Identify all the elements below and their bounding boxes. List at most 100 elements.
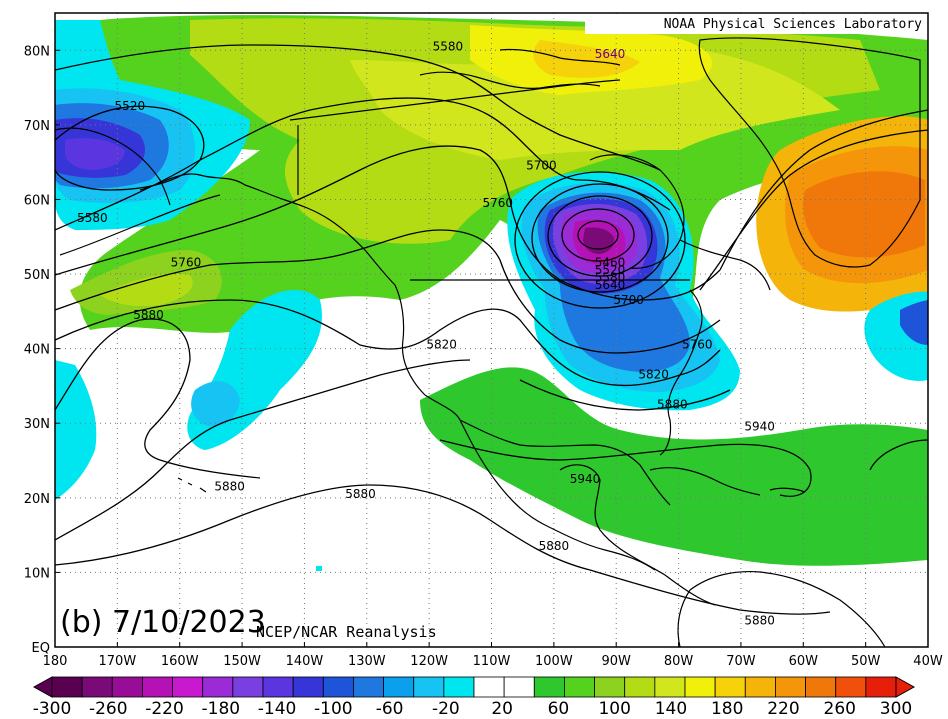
longitude-label: 80W	[664, 654, 694, 669]
contour-line	[55, 229, 721, 354]
colorbar-swatch	[805, 676, 837, 698]
colorbar-swatch	[624, 676, 656, 698]
colorbar-swatch	[383, 676, 415, 698]
colorbar-swatch	[81, 676, 113, 698]
colorbar-labels: -300 -260 -220 -180 -140 -100 -60 -20 20 60 100 140…	[33, 699, 913, 719]
longitude-label: 40W	[913, 654, 943, 669]
contour-label: 5640	[595, 47, 626, 61]
contour-label: 5760	[482, 196, 513, 210]
contour-line	[55, 145, 721, 301]
contour-label: 5700	[526, 159, 557, 173]
contour-line	[519, 379, 731, 411]
siberia-coast	[55, 127, 171, 206]
negative-anomaly-region	[65, 138, 125, 170]
cuba	[649, 467, 761, 496]
contour-label: 5880	[133, 308, 164, 322]
hispaniola	[769, 487, 806, 493]
colorbar-label: 260	[824, 699, 856, 719]
contour-line	[547, 195, 653, 277]
colorbar-label: -180	[202, 699, 241, 719]
colorbar-swatch	[744, 676, 776, 698]
longitude-label: 170W	[99, 654, 137, 669]
longitude-label: 60W	[789, 654, 819, 669]
colorbar-swatch	[684, 676, 716, 698]
contour-label: 5520	[115, 99, 146, 113]
latitude-label: 40N	[24, 343, 50, 358]
contour-line	[55, 44, 661, 171]
latitude-label: EQ	[32, 641, 50, 656]
negative-anomaly-region	[55, 360, 97, 500]
colorbar-swatch	[202, 676, 234, 698]
colorbar-swatch	[533, 676, 565, 698]
positive-anomaly-region	[420, 367, 928, 566]
colorbar-swatch	[473, 676, 505, 698]
colorbar-swatch	[322, 676, 354, 698]
contour-label: 5700	[613, 293, 644, 307]
negative-anomaly-region	[900, 300, 928, 345]
contour-line	[869, 439, 928, 471]
colorbar-swatch	[142, 676, 173, 698]
contour-line	[55, 318, 261, 479]
contour-label: 5760	[682, 338, 713, 352]
longitude-label: 140W	[286, 654, 324, 669]
colorbar-swatch	[654, 676, 686, 698]
colorbar-swatch	[292, 676, 324, 698]
height-contours	[55, 44, 928, 615]
mexico-pacific-coast	[459, 419, 656, 571]
contour-line	[55, 299, 721, 387]
colorbar-label: 220	[767, 699, 799, 719]
longitude-label: 50W	[851, 654, 881, 669]
source-label: NCEP/NCAR Reanalysis	[256, 623, 437, 641]
colorbar-arrow-right	[895, 676, 916, 698]
labrador-coast	[679, 239, 771, 291]
longitude-label: 70W	[726, 654, 756, 669]
central-america-coast	[559, 464, 716, 606]
alaska-peninsula	[59, 194, 221, 256]
longitude-label: 120W	[410, 654, 448, 669]
contour-label: 5880	[657, 397, 688, 411]
colorbar-swatch	[443, 676, 475, 698]
contour-label: 5820	[638, 367, 669, 381]
colorbar-swatch	[865, 676, 897, 698]
contour-line	[577, 220, 619, 250]
contour-labels: 5580552057005760558057605880582054605520…	[77, 39, 775, 628]
colorbar-swatch	[353, 676, 384, 698]
contour-line	[699, 129, 928, 291]
arctic-islands	[499, 48, 621, 66]
credit-background	[585, 14, 927, 34]
colorbar	[32, 676, 916, 698]
contour-label: 5760	[171, 256, 202, 270]
greenland-coast	[698, 37, 921, 268]
contour-label: 5880	[744, 614, 775, 628]
contour-label: 5580	[433, 39, 464, 53]
colorbar-swatch	[172, 676, 204, 698]
latitude-label: 80N	[24, 44, 50, 59]
positive-anomaly-region	[350, 45, 840, 160]
colorbar-swatch	[594, 676, 626, 698]
contour-label: 5880	[539, 539, 570, 553]
colorbar-label: -20	[432, 699, 460, 719]
colorbar-swatch	[775, 676, 806, 698]
colorbar-label: -260	[89, 699, 128, 719]
contour-label: 5940	[744, 420, 775, 434]
latitude-label: 50N	[24, 268, 50, 283]
contour-line	[531, 183, 669, 293]
contour-line	[514, 171, 686, 309]
contour-label: 5880	[345, 487, 376, 501]
hudson-bay-coast	[589, 154, 685, 269]
longitude-label: 100W	[535, 654, 573, 669]
south-america-inland	[677, 589, 691, 647]
positive-anomaly-region	[100, 273, 193, 307]
colorbar-label: 100	[598, 699, 630, 719]
colorbar-label: -100	[314, 699, 353, 719]
longitude-labels: 180 170W 160W 150W 140W 130W 120W 110W 100W 90W 80…	[43, 642, 943, 669]
colorbar-swatch	[564, 676, 595, 698]
colorbar-swatch	[111, 676, 143, 698]
colorbar-swatch	[413, 676, 445, 698]
gulf-of-mexico-coast	[459, 419, 671, 506]
colorbar-label: -220	[145, 699, 184, 719]
contour-label: 5460	[595, 256, 626, 270]
positive-anomaly-region	[803, 171, 925, 258]
contour-label: 5580	[77, 211, 108, 225]
latitude-label: 60N	[24, 193, 50, 208]
